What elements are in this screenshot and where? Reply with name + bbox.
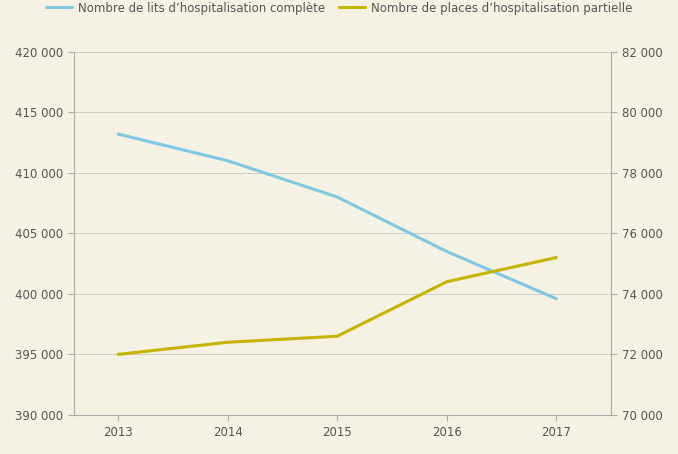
Legend: Nombre de lits d’hospitalisation complète, Nombre de places d’hospitalisation pa: Nombre de lits d’hospitalisation complèt… [41,0,637,19]
